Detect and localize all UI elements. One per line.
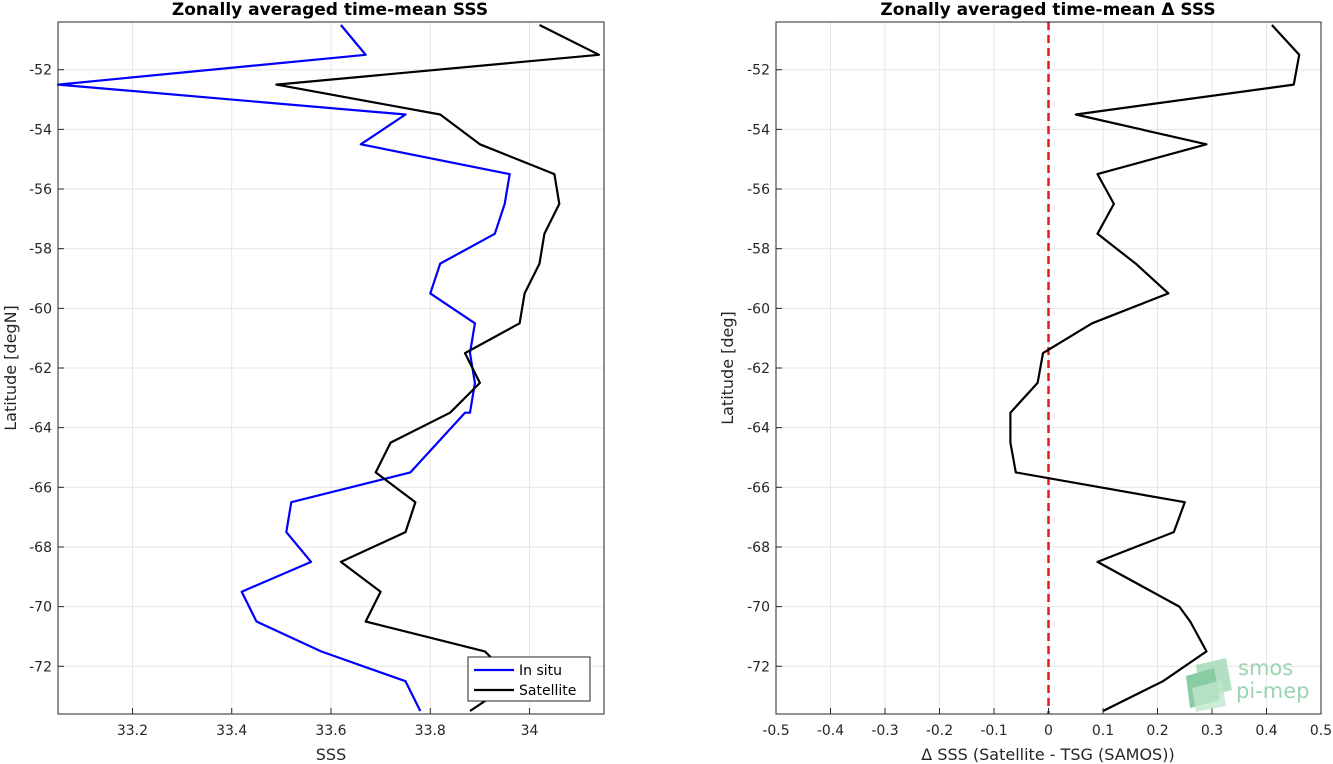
left-x-ticks: 33.2 33.4 33.6 33.8 34: [117, 708, 539, 739]
y-tick-label: -72: [29, 659, 52, 675]
y-tick-label: -56: [29, 182, 52, 198]
x-tick-label: 33.8: [415, 723, 446, 739]
y-tick-label: -54: [29, 122, 52, 138]
y-tick-label: -70: [29, 600, 52, 616]
left-xlabel: SSS: [316, 745, 346, 764]
right-series: [1009, 24, 1301, 712]
y-tick-label: -70: [747, 600, 770, 616]
right-axes-box: [775, 21, 1322, 715]
y-tick-label: -68: [29, 540, 52, 556]
x-tick-label: -0.1: [980, 723, 1007, 739]
y-tick-label: -58: [747, 242, 770, 258]
x-tick-label: 0.1: [1092, 723, 1114, 739]
y-tick-label: -66: [747, 480, 770, 496]
y-tick-label: -66: [29, 480, 52, 496]
x-tick-label: -0.4: [817, 723, 844, 739]
x-tick-label: 33.2: [117, 723, 148, 739]
left-axes-box: [57, 21, 605, 715]
y-tick-label: -58: [29, 242, 52, 258]
right-title: Zonally averaged time-mean Δ SSS: [880, 0, 1215, 20]
legend: In situ Satellite: [467, 656, 591, 702]
series-line-delta-sss: [1009, 24, 1301, 712]
left-title: Zonally averaged time-mean SSS: [172, 0, 488, 20]
x-tick-label: 0.3: [1201, 723, 1223, 739]
y-tick-label: -52: [747, 63, 770, 79]
y-tick-label: -68: [747, 540, 770, 556]
right-ylabel: Latitude [deg]: [718, 311, 737, 425]
right-xlabel: Δ SSS (Satellite - TSG (SAMOS)): [921, 745, 1174, 764]
legend-label-in-situ: In situ: [519, 663, 562, 679]
right-y-ticks: -72 -70 -68 -66 -64 -62 -60 -58 -56 -54 -52: [747, 63, 782, 675]
y-tick-label: -64: [29, 421, 52, 437]
x-tick-label: 0: [1044, 723, 1053, 739]
logo-line2: pi-mep: [1236, 679, 1309, 703]
legend-box: [467, 656, 591, 702]
left-series: [56, 24, 601, 712]
left-ylabel: Latitude [degN]: [1, 305, 20, 431]
x-tick-label: 0.2: [1146, 723, 1168, 739]
y-tick-label: -64: [747, 421, 770, 437]
left-panel: Zonally averaged time-mean SSS 33.2 33.4 3…: [1, 0, 605, 764]
x-tick-label: 0.5: [1310, 723, 1332, 739]
x-tick-label: 34: [521, 723, 539, 739]
y-tick-label: -62: [29, 361, 52, 377]
y-tick-label: -72: [747, 659, 770, 675]
logo-mark-icon: [1186, 658, 1232, 712]
left-y-ticks: -72 -70 -68 -66 -64 -62 -60 -58 -56 -54 -52: [29, 63, 64, 675]
y-tick-label: -52: [29, 63, 52, 79]
y-tick-label: -56: [747, 182, 770, 198]
y-tick-label: -54: [747, 122, 770, 138]
y-tick-label: -60: [29, 301, 52, 317]
series-line-satellite: [275, 24, 601, 712]
x-tick-label: 33.4: [216, 723, 247, 739]
logo-line1: smos: [1238, 656, 1293, 680]
smos-pi-mep-logo: smos pi-mep: [1186, 656, 1309, 712]
x-tick-label: 33.6: [315, 723, 346, 739]
right-x-ticks: -0.5 -0.4 -0.3 -0.2 -0.1 0 0.1 0.2 0.3 0.4 0.5: [762, 708, 1332, 739]
x-tick-label: -0.2: [926, 723, 953, 739]
x-tick-label: -0.3: [871, 723, 898, 739]
legend-label-satellite: Satellite: [519, 683, 576, 699]
y-tick-label: -62: [747, 361, 770, 377]
x-tick-label: 0.4: [1255, 723, 1277, 739]
right-panel: Zonally averaged time-mean Δ SSS -0.5 -0.…: [718, 0, 1332, 764]
left-grid: [58, 22, 604, 714]
y-tick-label: -60: [747, 301, 770, 317]
x-tick-label: -0.5: [762, 723, 789, 739]
